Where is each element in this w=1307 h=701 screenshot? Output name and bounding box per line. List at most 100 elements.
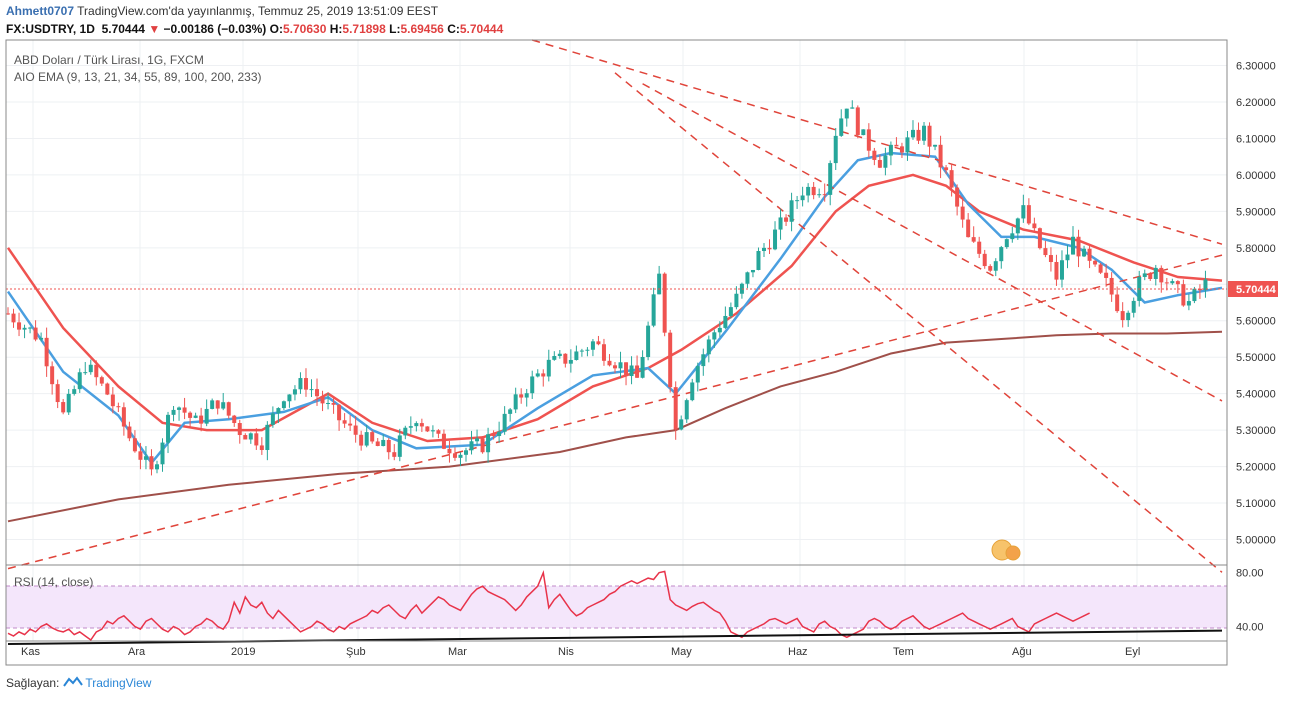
candle-body xyxy=(668,332,673,388)
candle-body xyxy=(226,402,231,416)
candle-body xyxy=(248,433,253,440)
tradingview-logo-icon xyxy=(63,676,84,691)
candle-body xyxy=(337,404,342,421)
high-value: 5.71898 xyxy=(342,22,386,36)
tradingview-link[interactable]: TradingView xyxy=(85,676,152,690)
candle-body xyxy=(546,359,551,377)
candle-body xyxy=(1164,282,1169,284)
price-axis[interactable]: 6.30000 6.20000 6.10000 6.00000 5.90000 5.800… xyxy=(1236,61,1276,547)
price-tick-label: 5.40000 xyxy=(1236,389,1276,401)
candle-body xyxy=(1010,233,1015,240)
candle-body xyxy=(475,438,480,442)
candle-body xyxy=(513,394,518,410)
candle-body xyxy=(971,237,976,242)
candle-body xyxy=(408,426,413,428)
time-tick-label: May xyxy=(671,646,692,658)
candle-body xyxy=(17,322,22,330)
candle-body xyxy=(966,219,971,238)
candle-body xyxy=(806,186,811,196)
publish-info: Ahmett0707 TradingView.com'da yayınlanmı… xyxy=(6,4,438,18)
candle-body xyxy=(590,341,595,350)
candle-body xyxy=(557,353,562,357)
candle-body xyxy=(386,439,391,453)
ema-lines xyxy=(6,151,1223,523)
last-price-badge xyxy=(1228,281,1278,297)
close-label: C: xyxy=(447,22,460,36)
candle-body xyxy=(452,453,457,458)
time-tick-label: Nis xyxy=(558,646,574,658)
indicator-legend: AIO EMA (9, 13, 21, 34, 55, 89, 100, 200… xyxy=(14,70,262,84)
candle-body xyxy=(22,327,27,330)
high-label: H: xyxy=(329,22,343,36)
time-axis[interactable]: Kas Ara 2019 Şub Mar Nis May Haz Tem Ağu Eyl xyxy=(21,646,1140,658)
candle-body xyxy=(1126,312,1131,321)
candle-body xyxy=(381,439,386,447)
candle-body xyxy=(850,107,855,109)
candle-body xyxy=(872,150,877,160)
rsi-axis[interactable]: 80.00 40.00 xyxy=(1236,568,1264,634)
candle-body xyxy=(39,337,44,340)
candle-body xyxy=(6,313,10,315)
candle-body xyxy=(712,332,717,340)
time-tick-label: Eyl xyxy=(1125,646,1140,658)
time-tick-label: Ağu xyxy=(1012,646,1032,658)
trendline-steep-down xyxy=(614,72,1223,573)
candle-body xyxy=(855,107,860,136)
candle-body xyxy=(822,194,827,196)
candle-body xyxy=(640,357,645,378)
low-value: 5.69456 xyxy=(400,22,444,36)
candle-body xyxy=(541,373,546,377)
candle-body xyxy=(105,383,110,395)
candle-body xyxy=(430,430,435,432)
candle-body xyxy=(353,425,358,435)
candle-body xyxy=(767,247,772,250)
trendline-mid-down xyxy=(642,83,1223,402)
candle-body xyxy=(397,435,402,457)
candle-body xyxy=(679,419,684,430)
candle-body xyxy=(910,129,915,138)
candle-body xyxy=(326,402,331,404)
candle-body xyxy=(348,423,353,426)
time-tick-label: 2019 xyxy=(231,646,255,658)
candle-body xyxy=(1071,236,1076,255)
candle-body xyxy=(94,364,99,378)
candle-body xyxy=(491,434,496,437)
candle-body xyxy=(938,144,943,168)
candle-body xyxy=(524,393,529,398)
candle-body xyxy=(1026,205,1031,224)
candle-body xyxy=(784,217,789,222)
candle-body xyxy=(199,415,204,424)
down-arrow-icon: ▼ xyxy=(148,22,161,36)
candle-body xyxy=(315,389,320,397)
last-price-badge-text: 5.70444 xyxy=(1236,284,1277,296)
last-price: 5.70444 xyxy=(101,22,145,36)
candle-body xyxy=(508,409,513,414)
us-flag-icon[interactable] xyxy=(991,539,1021,561)
candle-body xyxy=(320,396,325,404)
grid xyxy=(6,40,1227,641)
candle-body xyxy=(281,401,286,409)
candle-body xyxy=(1037,228,1042,249)
candle-body xyxy=(1043,248,1048,256)
candle-body xyxy=(657,273,662,295)
candle-body xyxy=(480,438,485,453)
time-tick-label: Mar xyxy=(448,646,467,658)
candle-body xyxy=(1186,301,1191,306)
author-link[interactable]: Ahmett0707 xyxy=(6,4,75,18)
candle-body xyxy=(331,402,336,405)
candle-body xyxy=(270,413,275,425)
time-tick-label: Şub xyxy=(346,646,366,658)
candle-body xyxy=(530,376,535,394)
publish-text: TradingView.com'da yayınlanmış, Temmuz 2… xyxy=(74,4,439,18)
candle-body xyxy=(1093,260,1098,265)
rsi-legend: RSI (14, close) xyxy=(14,575,93,589)
candle-body xyxy=(259,445,264,451)
candle-body xyxy=(232,415,237,424)
candle-body xyxy=(761,247,766,252)
candle-body xyxy=(72,389,77,394)
candle-body xyxy=(265,424,270,451)
candle-body xyxy=(1032,223,1037,229)
candle-body xyxy=(1181,284,1186,306)
candle-body xyxy=(403,427,408,436)
